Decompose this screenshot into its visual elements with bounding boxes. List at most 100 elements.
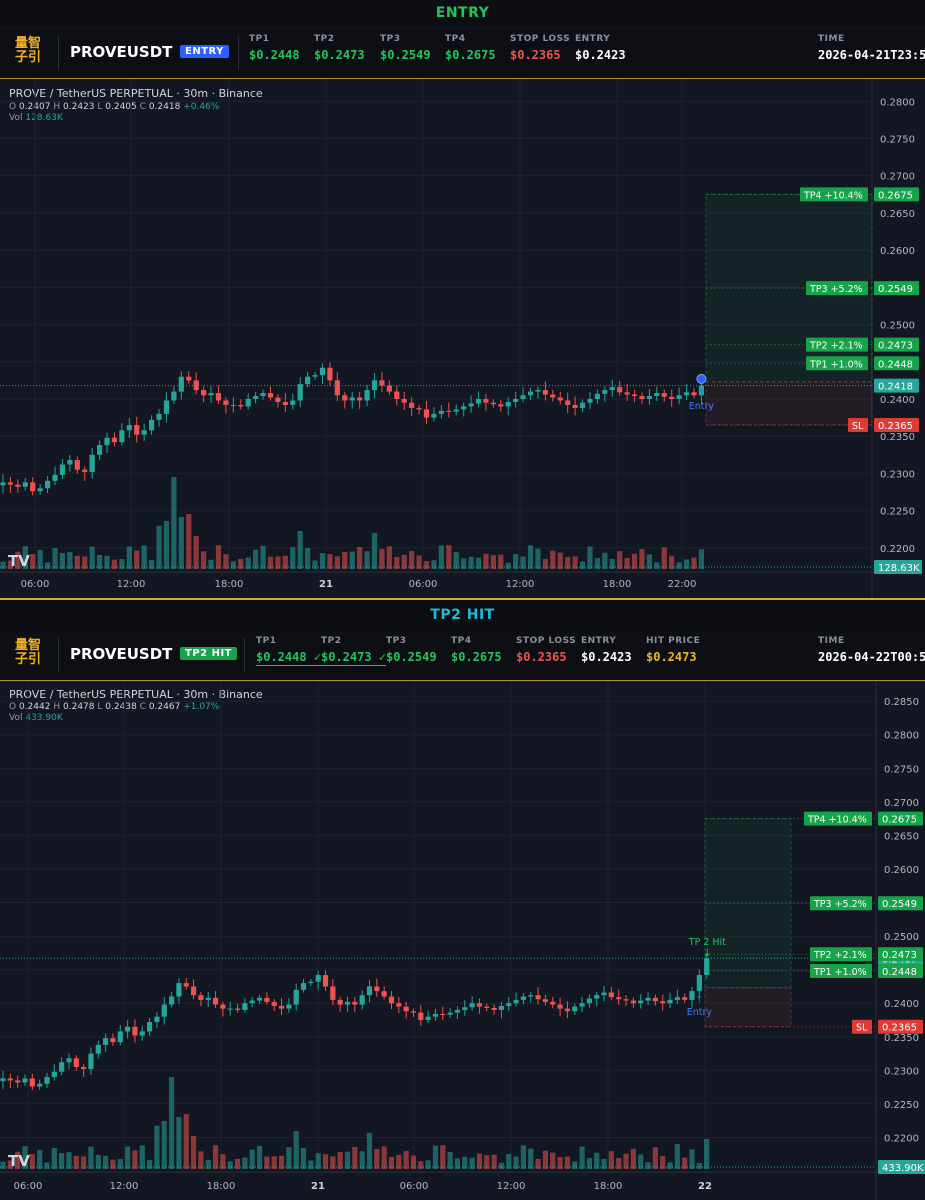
level-price: 0.2675	[878, 190, 913, 201]
candle-body	[96, 445, 103, 455]
y-tick-label: 0.2750	[884, 764, 919, 775]
candle-body	[608, 992, 614, 998]
candle-body	[520, 395, 526, 399]
candle-body	[183, 983, 189, 987]
volume-bar	[37, 1149, 43, 1169]
candle-body	[394, 391, 400, 399]
candle-body	[176, 983, 182, 997]
volume-bar	[565, 557, 571, 569]
field-tp4: TP4 $0.2675	[451, 636, 502, 664]
divider	[58, 36, 59, 70]
candle-body	[30, 482, 36, 492]
entry-arrow: ↑	[697, 389, 705, 400]
banner-text: TP2 HIT	[430, 607, 495, 623]
candle-body	[342, 395, 348, 401]
candle-body	[271, 1001, 277, 1006]
volume-bar	[282, 555, 288, 569]
candle-body	[319, 367, 326, 376]
candle-body	[639, 396, 645, 399]
candle-body	[357, 397, 363, 401]
candle-body	[704, 958, 710, 976]
candle-body	[682, 997, 688, 1000]
volume-bar	[669, 555, 675, 569]
candle-body	[59, 464, 66, 475]
y-tick-label: 0.2700	[884, 798, 919, 809]
volume-bar	[564, 1156, 571, 1169]
candle-body	[667, 999, 673, 1004]
volume-bar	[594, 558, 600, 569]
ohlc-readout: O 0.2442 H 0.2478 L 0.2438 C 0.2467 +1.0…	[9, 702, 220, 712]
volume-bar	[89, 546, 95, 569]
candle-body	[208, 393, 214, 396]
volume-bar	[366, 1133, 373, 1169]
candle-body	[638, 1000, 644, 1004]
volume-bar	[386, 546, 392, 569]
candle-body	[278, 1005, 285, 1009]
candle-body	[616, 997, 622, 1000]
volume-bar	[134, 550, 140, 569]
candle-body	[300, 983, 307, 990]
candle-body	[305, 376, 311, 385]
volume-bar	[416, 555, 422, 569]
volume-bar	[572, 556, 578, 569]
candle-body	[557, 397, 563, 401]
volume-bar	[59, 553, 66, 569]
candle-body	[312, 375, 318, 377]
volume-bar	[297, 531, 303, 569]
volume-bar	[528, 1148, 534, 1169]
level-name: TP1 +1.0%	[813, 967, 867, 978]
y-tick-label: 0.2400	[880, 395, 915, 406]
volume-bar	[631, 553, 638, 569]
volume-bar	[88, 1146, 94, 1169]
candle-body	[440, 1013, 446, 1015]
field-entry: ENTRY $0.2423	[575, 34, 626, 62]
volume-bar	[223, 554, 229, 569]
hit-arrow: ↓	[703, 948, 711, 959]
candle-body	[366, 986, 373, 996]
candle-body	[689, 991, 695, 1000]
volume-bar	[342, 551, 348, 569]
candle-body	[88, 1053, 94, 1070]
chart-title: PROVE / TetherUS PERPETUAL · 30m · Binan…	[9, 688, 263, 701]
volume-bar	[359, 1151, 365, 1169]
candle-body	[660, 1001, 666, 1004]
candle-body	[7, 1078, 13, 1081]
field-time: TIME 2026-04-21T23:50	[818, 34, 925, 62]
volume-badge-bg	[878, 1160, 925, 1174]
volume-bar	[587, 546, 593, 569]
level-name: TP1 +1.0%	[809, 359, 863, 370]
volume-bar	[81, 1156, 87, 1169]
candle-body	[396, 1003, 402, 1007]
volume-bar	[322, 1154, 329, 1169]
price-chart[interactable]: 0.2850 0.2800 0.2750 0.2700 0.2650 0.2600 0.25…	[0, 681, 925, 1200]
candle-body	[469, 1003, 475, 1008]
volume-bar	[319, 553, 326, 569]
price-chart[interactable]: 0.28000.27500.27000.26500.26000.25500.25…	[0, 79, 925, 598]
candle-body	[37, 488, 43, 492]
candle-body	[624, 392, 630, 395]
field-tp1: TP1 $0.2448 ✓	[256, 636, 322, 666]
candle-body	[683, 392, 690, 396]
volume-bar	[117, 1159, 123, 1169]
candle-body	[44, 1077, 50, 1084]
candle-body	[594, 995, 600, 999]
volume-bar	[461, 558, 467, 569]
y-tick-label: 0.2600	[884, 865, 919, 876]
volume-bar	[557, 552, 563, 569]
y-tick-label: 0.2300	[880, 469, 915, 480]
candle-body	[447, 1012, 453, 1015]
candle-body	[139, 1031, 145, 1036]
level-name: TP2 +2.1%	[813, 950, 867, 961]
y-tick-label: 0.2850	[884, 697, 919, 708]
y-tick-label: 0.2500	[884, 932, 919, 943]
volume-bar	[498, 554, 504, 569]
level-name-bg	[848, 418, 868, 433]
candle-body	[490, 402, 496, 405]
candle-body	[349, 397, 355, 401]
candle-body	[609, 387, 615, 391]
volume-bar	[0, 561, 6, 569]
candle-body	[676, 395, 682, 399]
divider	[58, 638, 59, 672]
volume-bar	[234, 1158, 241, 1169]
candle-body	[418, 1012, 424, 1021]
